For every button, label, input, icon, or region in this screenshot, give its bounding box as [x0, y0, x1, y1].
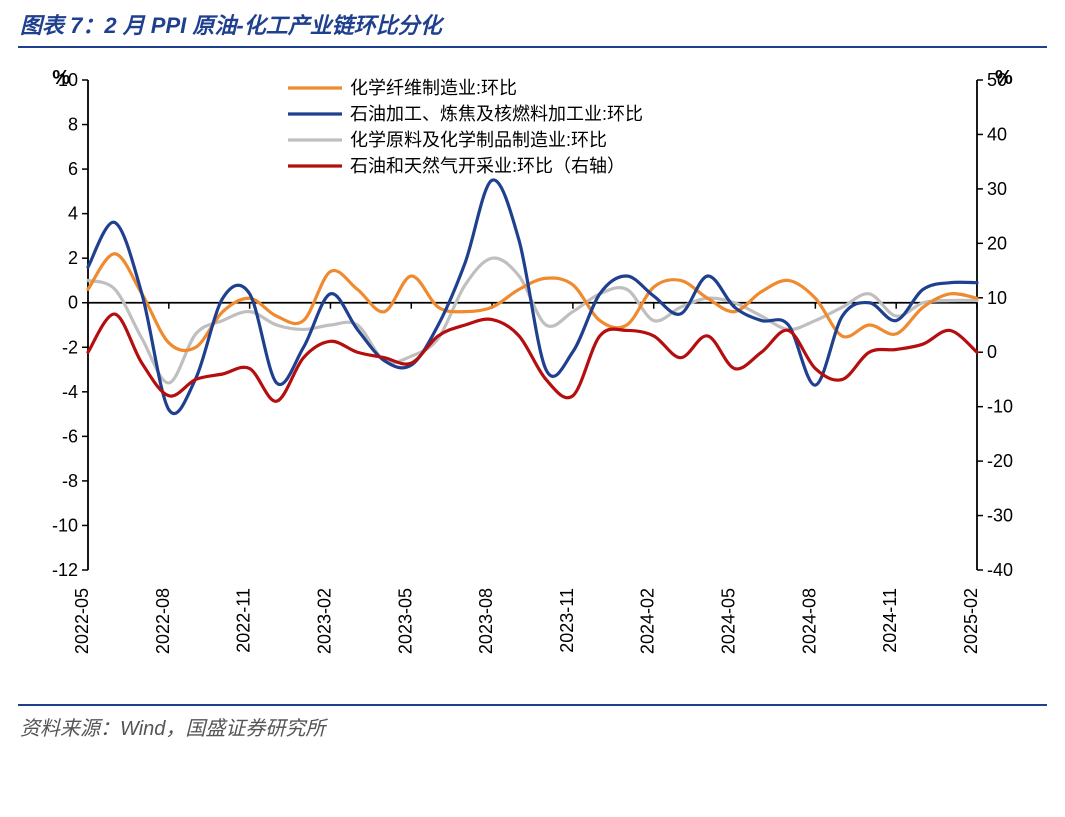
svg-text:10: 10	[987, 288, 1007, 308]
svg-text:40: 40	[987, 124, 1007, 144]
svg-text:2024-11: 2024-11	[880, 588, 900, 653]
source-line: 资料来源：Wind，国盛证券研究所	[0, 706, 1065, 747]
svg-text:2: 2	[68, 248, 78, 268]
svg-text:6: 6	[68, 159, 78, 179]
line-chart: -12-10-8-6-4-20246810-40-30-20-100102030…	[18, 60, 1047, 700]
svg-text:-40: -40	[987, 560, 1013, 580]
svg-text:%: %	[52, 67, 70, 89]
svg-text:2023-02: 2023-02	[314, 588, 334, 654]
svg-text:2024-08: 2024-08	[799, 588, 819, 654]
svg-text:化学纤维制造业:环比: 化学纤维制造业:环比	[350, 78, 517, 98]
svg-text:石油加工、炼焦及核燃料加工业:环比: 石油加工、炼焦及核燃料加工业:环比	[350, 104, 643, 124]
svg-text:2024-05: 2024-05	[719, 588, 739, 654]
svg-text:20: 20	[987, 233, 1007, 253]
svg-text:2022-11: 2022-11	[234, 588, 254, 653]
svg-text:-4: -4	[62, 382, 78, 402]
svg-text:化学原料及化学制品制造业:环比: 化学原料及化学制品制造业:环比	[350, 130, 607, 150]
svg-text:-8: -8	[62, 471, 78, 491]
svg-text:-10: -10	[987, 397, 1013, 417]
chart-container: 图表 7：2 月 PPI 原油-化工产业链环比分化 -12 -10 -8 -6 -4 -2…	[0, 0, 1065, 817]
svg-text:2022-05: 2022-05	[72, 588, 92, 654]
svg-text:0: 0	[987, 342, 997, 362]
title-text: 图表 7：2 月 PPI 原油-化工产业链环比分化	[20, 13, 442, 38]
svg-text:石油和天然气开采业:环比（右轴）: 石油和天然气开采业:环比（右轴）	[350, 156, 625, 176]
svg-text:-10: -10	[52, 515, 78, 535]
svg-text:-20: -20	[987, 451, 1013, 471]
svg-text:8: 8	[68, 115, 78, 135]
svg-text:-12: -12	[52, 560, 78, 580]
svg-text:2023-11: 2023-11	[557, 588, 577, 653]
svg-text:-30: -30	[987, 506, 1013, 526]
svg-text:%: %	[995, 67, 1013, 89]
svg-text:-2: -2	[62, 337, 78, 357]
top-rule	[18, 46, 1047, 48]
chart-title: 图表 7：2 月 PPI 原油-化工产业链环比分化	[0, 0, 1065, 46]
svg-text:0: 0	[68, 293, 78, 313]
svg-text:30: 30	[987, 179, 1007, 199]
svg-text:2023-08: 2023-08	[476, 588, 496, 654]
source-text: 资料来源：Wind，国盛证券研究所	[20, 718, 325, 740]
svg-text:-6: -6	[62, 426, 78, 446]
svg-text:2023-05: 2023-05	[395, 588, 415, 654]
svg-text:2022-08: 2022-08	[153, 588, 173, 654]
svg-text:4: 4	[68, 204, 78, 224]
svg-text:2025-02: 2025-02	[961, 588, 981, 654]
chart-area: -12-10-8-6-4-20246810-40-30-20-100102030…	[18, 60, 1047, 700]
svg-text:2024-02: 2024-02	[638, 588, 658, 654]
